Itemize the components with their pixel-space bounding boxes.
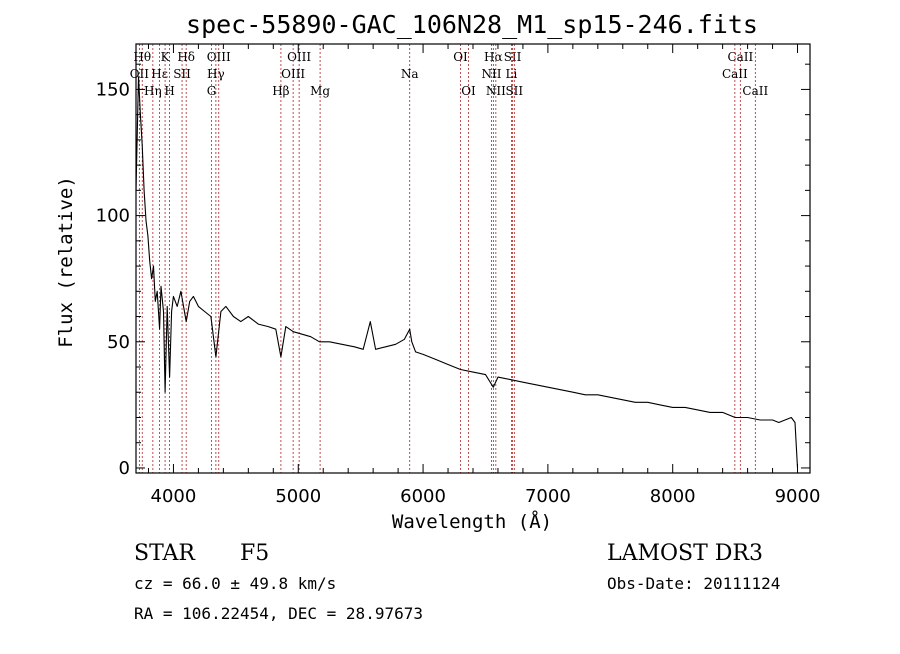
marker-label-12: OIII	[287, 50, 311, 64]
y-axis-label: Flux (relative)	[55, 176, 77, 348]
marker-label-15: Na	[401, 67, 419, 81]
marker-label-11: Hβ	[272, 84, 289, 98]
redshift-info: cz = 66.0 ± 49.8 km/s	[134, 574, 336, 593]
marker-label-23: SII	[505, 84, 523, 98]
x-tick-label-3: 7000	[525, 486, 571, 507]
marker-label-25: CaII	[722, 67, 748, 81]
y-tick-label-3: 150	[96, 79, 130, 100]
spectrum-line-0	[135, 76, 799, 469]
marker-label-21: SII	[504, 50, 522, 64]
marker-label-10: G	[207, 84, 217, 98]
series-group	[135, 76, 799, 469]
marker-label-17: OI	[461, 84, 476, 98]
marker-label-0: Hθ	[133, 50, 151, 64]
marker-label-22: Li	[506, 67, 518, 81]
marker-label-20: NII	[486, 84, 506, 98]
marker-label-24: CaII	[727, 50, 753, 64]
marker-label-7: Hδ	[177, 50, 195, 64]
survey-name: LAMOST DR3	[607, 541, 763, 566]
marker-label-13: OIII	[281, 67, 305, 81]
marker-label-16: OI	[453, 50, 468, 64]
marker-label-3: K	[161, 50, 171, 64]
y-tick-label-0: 0	[119, 458, 130, 479]
y-tick-label-1: 50	[107, 332, 130, 353]
x-tick-label-2: 6000	[400, 486, 446, 507]
marker-label-2: Hη	[144, 84, 162, 98]
line-markers: Hθ OII Hη K Hε H SII Hδ OIII Hγ G Hβ OIII OIII Mg Na OI O…	[130, 44, 768, 473]
x-axis-label: Wavelength (Å)	[392, 510, 552, 533]
x-tick-label-4: 8000	[650, 486, 696, 507]
x-tick-label-0: 4000	[151, 486, 197, 507]
obs-date: Obs-Date: 20111124	[607, 574, 780, 593]
marker-label-26: CaII	[742, 84, 768, 98]
chart-title: spec-55890-GAC_106N28_M1_sp15-246.fits	[186, 10, 758, 39]
marker-label-19: NII	[481, 67, 501, 81]
marker-label-4: Hε	[151, 67, 168, 81]
marker-label-6: SII	[173, 67, 191, 81]
y-tick-label-2: 100	[96, 206, 130, 227]
marker-label-1: OII	[130, 67, 150, 81]
x-tick-label-5: 9000	[775, 486, 821, 507]
marker-label-18: Hα	[484, 50, 503, 64]
marker-label-8: OIII	[207, 50, 231, 64]
plot-frame	[135, 43, 811, 474]
marker-label-9: Hγ	[207, 67, 225, 81]
ra-dec-info: RA = 106.22454, DEC = 28.97673	[134, 604, 423, 623]
marker-label-14: Mg	[310, 84, 330, 98]
object-class: STAR	[134, 541, 196, 566]
object-subclass: F5	[240, 541, 269, 566]
marker-label-5: H	[164, 84, 174, 98]
x-tick-label-1: 5000	[275, 486, 321, 507]
axis-ticks: 4000 5000 6000 7000 8000 9000 0 50 100 150	[96, 44, 821, 507]
